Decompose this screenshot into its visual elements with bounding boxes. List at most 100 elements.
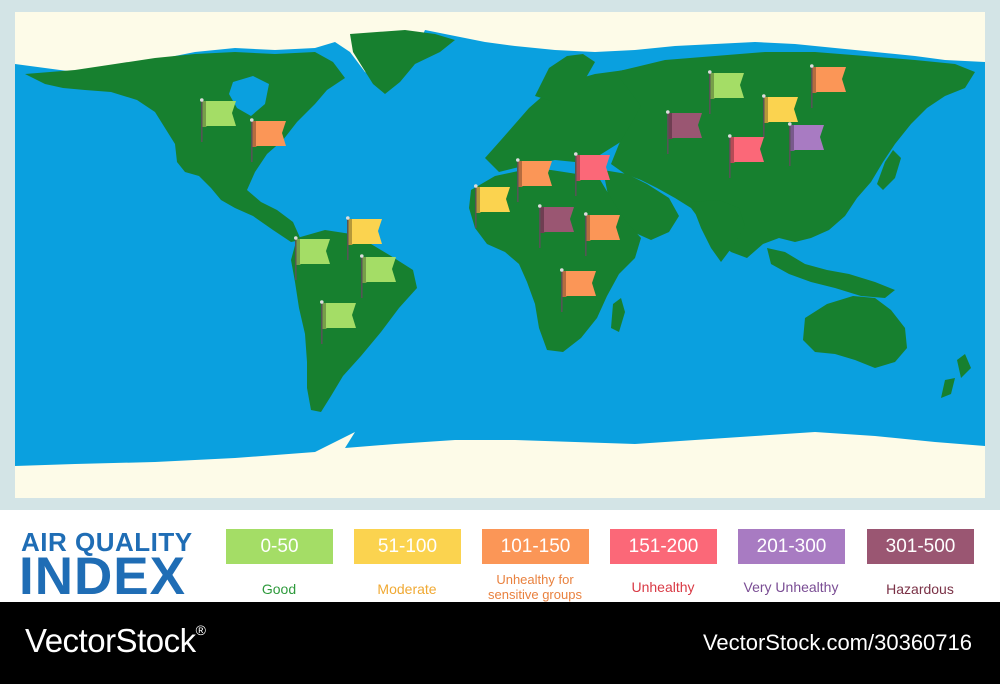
madagascar: [611, 298, 625, 332]
flag-canada: [200, 98, 236, 142]
label-sensitive: Unhealthy for sensitive groups: [488, 572, 582, 602]
arctic-ice: [15, 12, 985, 84]
flag-finial: [346, 216, 350, 220]
flag-cloth: [590, 215, 620, 240]
flag-russia-west: [666, 110, 702, 154]
flag-usa-east: [250, 118, 286, 162]
footer-bar: VectorStock® VectorStock.com/30360716: [0, 602, 1000, 684]
flag-shadow: [202, 101, 207, 127]
label-good: Good: [261, 581, 297, 597]
flag-shadow: [764, 97, 769, 123]
flag-finial: [516, 158, 520, 162]
swatch-good: 0-50: [226, 529, 333, 564]
flag-pole: [575, 154, 577, 196]
flag-finial: [538, 204, 542, 208]
flag-china: [788, 122, 824, 166]
flag-shadow: [362, 257, 367, 283]
flag-russia-north: [708, 70, 744, 114]
australia: [803, 296, 907, 368]
flag-cloth: [256, 121, 286, 146]
india: [691, 200, 745, 262]
arabia: [603, 170, 679, 240]
world-map: [15, 12, 985, 498]
label-very-unhealthy: Very Unhealthy: [743, 579, 839, 595]
flag-pole: [763, 96, 765, 138]
title-line-2: INDEX: [19, 547, 186, 606]
flags-layer: [200, 64, 846, 344]
flag-pole: [475, 186, 477, 228]
flag-cloth: [714, 73, 744, 98]
southeast-asia: [767, 248, 895, 298]
flag-finial: [474, 184, 478, 188]
flag-cloth: [522, 161, 552, 186]
flag-pole: [539, 206, 541, 248]
flag-finial: [762, 94, 766, 98]
flag-pole: [811, 66, 813, 108]
flag-finial: [320, 300, 324, 304]
flag-finial: [360, 254, 364, 258]
flag-morocco: [516, 158, 552, 202]
label-unhealthy: Unhealthy: [631, 579, 695, 595]
flag-shadow: [730, 137, 735, 163]
flag-shadow: [710, 73, 715, 99]
flag-central-asia: [728, 134, 764, 178]
flag-finial: [708, 70, 712, 74]
flag-mongolia: [762, 94, 798, 138]
flag-pole: [347, 218, 349, 260]
antarctica: [15, 432, 985, 498]
flag-cloth: [672, 113, 702, 138]
flag-pole: [201, 100, 203, 142]
flag-shadow: [322, 303, 327, 329]
flag-southern-africa: [560, 268, 596, 312]
flag-cloth: [352, 219, 382, 244]
flag-finial: [200, 98, 204, 102]
flag-pole: [251, 120, 253, 162]
flag-brazil-south: [320, 300, 356, 344]
title-line-1: AIR QUALITY: [21, 527, 193, 557]
flag-pole: [667, 112, 669, 154]
swatch-sensitive: 101-150: [482, 529, 589, 564]
flag-russia-east: [810, 64, 846, 108]
flag-shadow: [296, 239, 301, 265]
brand-name: VectorStock: [25, 622, 196, 659]
flag-shadow: [790, 125, 795, 151]
flag-finial: [810, 64, 814, 68]
flag-cloth: [206, 101, 236, 126]
flag-colombia: [294, 236, 330, 280]
greenland: [350, 30, 455, 94]
swatch-unhealthy: 151-200: [610, 529, 717, 564]
flag-pole: [295, 238, 297, 280]
flag-finial: [560, 268, 564, 272]
registered-mark: ®: [195, 622, 206, 638]
flag-cloth: [794, 125, 824, 150]
flag-finial: [294, 236, 298, 240]
scandinavia: [535, 54, 595, 104]
flag-pole: [321, 302, 323, 344]
flag-finial: [574, 152, 578, 156]
flag-shadow: [668, 113, 673, 139]
flag-cloth: [566, 271, 596, 296]
flag-shadow: [586, 215, 591, 241]
flag-pole: [585, 214, 587, 256]
flag-shadow: [518, 161, 523, 187]
flag-cloth: [300, 239, 330, 264]
flag-central-africa: [538, 204, 574, 248]
flag-cloth: [480, 187, 510, 212]
flag-west-africa: [474, 184, 510, 228]
japan: [877, 150, 901, 190]
flag-egypt: [574, 152, 610, 196]
map-frame: [15, 12, 985, 498]
flag-shadow: [348, 219, 353, 245]
flag-east-africa: [584, 212, 620, 256]
vectorstock-logo[interactable]: VectorStock®: [25, 622, 206, 660]
flag-shadow: [562, 271, 567, 297]
image-url[interactable]: VectorStock.com/30360716: [702, 630, 972, 655]
flag-shadow: [812, 67, 817, 93]
flag-cloth: [816, 67, 846, 92]
flag-pole: [561, 270, 563, 312]
flag-pole: [709, 72, 711, 114]
flag-shadow: [540, 207, 545, 233]
flag-shadow: [576, 155, 581, 181]
flag-pole: [361, 256, 363, 298]
flag-cloth: [326, 303, 356, 328]
